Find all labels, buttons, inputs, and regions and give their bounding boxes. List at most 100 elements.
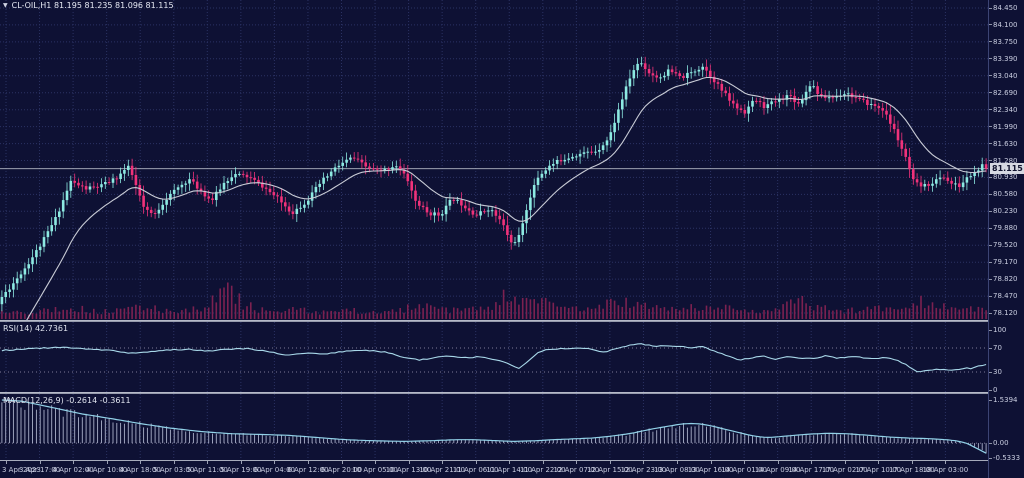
price-axis-label: 79.170 xyxy=(993,258,1018,267)
time-tick xyxy=(240,461,242,464)
time-axis-label: 6 Apr 12:00 xyxy=(287,466,329,474)
time-axis-label: 17 Apr 18:00 xyxy=(889,466,935,474)
time-axis-label: 3 Apr 2023 xyxy=(2,466,41,474)
time-tick xyxy=(6,461,7,464)
rsi-canvas xyxy=(0,322,988,392)
price-chart-canvas xyxy=(0,0,988,320)
price-axis-label: 80.580 xyxy=(993,190,1018,199)
axis-tick xyxy=(989,126,992,128)
time-axis-label: 11 Apr 06:00 xyxy=(452,466,499,474)
price-axis-label: -0.5333 xyxy=(993,454,1021,462)
time-axis-label: 3 Apr 17:00 xyxy=(18,466,61,474)
price-chart-pane[interactable]: ▼ CL-OIL,H1 81.195 81.235 81.096 81.115 xyxy=(0,0,988,320)
time-tick xyxy=(341,461,343,464)
time-axis-label: 11 Apr 22:00 xyxy=(519,466,566,474)
axis-tick xyxy=(989,371,992,373)
axis-tick xyxy=(989,143,992,145)
axis-tick xyxy=(989,329,992,331)
time-axis-label: 4 Apr 18:00 xyxy=(119,466,161,474)
price-axis-label: 84.100 xyxy=(993,20,1018,29)
time-tick xyxy=(375,461,377,464)
time-tick xyxy=(744,461,746,464)
price-axis-label: 78.120 xyxy=(993,309,1018,317)
price-axis-label: 1.5394 xyxy=(993,396,1018,404)
time-tick xyxy=(39,461,41,464)
time-tick xyxy=(140,461,142,464)
axis-tick xyxy=(989,210,992,212)
time-tick xyxy=(643,461,645,464)
axis-tick xyxy=(989,399,992,401)
time-tick xyxy=(173,461,175,464)
chart-title: ▼ CL-OIL,H1 81.195 81.235 81.096 81.115 xyxy=(3,1,174,10)
axis-tick xyxy=(989,176,992,178)
axis-tick xyxy=(989,7,992,9)
time-tick xyxy=(106,461,108,464)
price-axis-label: 81.990 xyxy=(993,122,1018,131)
pane-separator[interactable] xyxy=(0,320,1024,322)
price-axis-label: 0.00 xyxy=(993,439,1009,448)
time-axis-label: 13 Apr 08:00 xyxy=(654,466,700,474)
time-tick xyxy=(509,461,511,464)
time-axis-label: 5 Apr 03:00 xyxy=(153,466,195,474)
time-tick xyxy=(911,461,913,464)
time-tick xyxy=(945,461,947,464)
axis-tick xyxy=(989,24,992,26)
time-tick xyxy=(408,461,410,464)
axis-tick xyxy=(989,261,992,263)
time-tick xyxy=(576,461,578,464)
axis-tick xyxy=(989,75,992,77)
price-axis-label: 82.690 xyxy=(993,88,1018,97)
macd-canvas xyxy=(0,394,988,460)
macd-label: MACD(12,26,9) -0.2614 -0.3611 xyxy=(3,396,131,405)
price-axis-label: 100 xyxy=(993,326,1007,334)
time-tick xyxy=(844,461,846,464)
time-tick xyxy=(442,461,444,464)
axis-tick xyxy=(989,295,992,297)
price-axis-label: 79.520 xyxy=(993,241,1018,250)
time-tick xyxy=(475,461,477,464)
axis-tick xyxy=(989,193,992,195)
axis-separator xyxy=(0,460,1024,461)
pane-separator[interactable] xyxy=(0,392,1024,394)
axis-tick xyxy=(989,58,992,60)
time-tick xyxy=(878,461,880,464)
time-axis-label: 17 Apr 02:00 xyxy=(821,466,868,474)
axis-tick xyxy=(989,227,992,229)
rsi-label: RSI(14) 42.7361 xyxy=(3,324,69,333)
price-axis-label: 70 xyxy=(993,344,1002,352)
time-axis-label: 13 Apr 16:00 xyxy=(687,466,734,474)
axis-tick xyxy=(989,312,992,314)
time-tick xyxy=(811,461,813,464)
price-axis-label: 30 xyxy=(993,368,1002,376)
axis-tick xyxy=(989,41,992,43)
chevron-down-icon[interactable]: ▼ xyxy=(3,2,8,9)
axis-tick xyxy=(989,109,992,111)
price-axis[interactable]: 81.115 84.450 84.100 83.750 83.390 83.040 82.… xyxy=(988,0,1024,478)
time-axis-label: 12 Apr 07:00 xyxy=(553,466,600,474)
axis-tick xyxy=(989,442,992,444)
time-axis[interactable]: 3 Apr 2023 3 Apr 17:00 4 Apr 02:00 4 Apr 10… xyxy=(0,461,1024,478)
time-axis-label: 10 Apr 21:00 xyxy=(419,466,465,474)
macd-indicator-pane[interactable]: MACD(12,26,9) -0.2614 -0.3611 xyxy=(0,394,988,460)
time-axis-label: 6 Apr 04:00 xyxy=(253,466,295,474)
time-tick xyxy=(207,461,209,464)
price-axis-label: 80.230 xyxy=(993,207,1018,216)
time-axis-label: 18 Apr 03:00 xyxy=(922,466,969,474)
rsi-indicator-pane[interactable]: RSI(14) 42.7361 xyxy=(0,322,988,392)
axis-tick xyxy=(989,347,992,349)
time-tick xyxy=(777,461,779,464)
time-tick xyxy=(609,461,611,464)
price-axis-label: 82.340 xyxy=(993,105,1018,114)
time-axis-label: 14 Apr 01:00 xyxy=(721,466,767,474)
time-axis-label: 4 Apr 10:00 xyxy=(86,466,128,474)
axis-tick xyxy=(989,92,992,94)
price-axis-label: 83.040 xyxy=(993,71,1018,80)
time-tick xyxy=(307,461,309,464)
axis-tick xyxy=(989,457,992,459)
price-axis-label: 81.630 xyxy=(993,139,1018,148)
price-axis-label: 78.820 xyxy=(993,275,1018,284)
time-axis-label: 4 Apr 02:00 xyxy=(52,466,94,474)
time-axis-label: 17 Apr 10:00 xyxy=(855,466,902,474)
price-axis-label: 78.470 xyxy=(993,292,1018,301)
